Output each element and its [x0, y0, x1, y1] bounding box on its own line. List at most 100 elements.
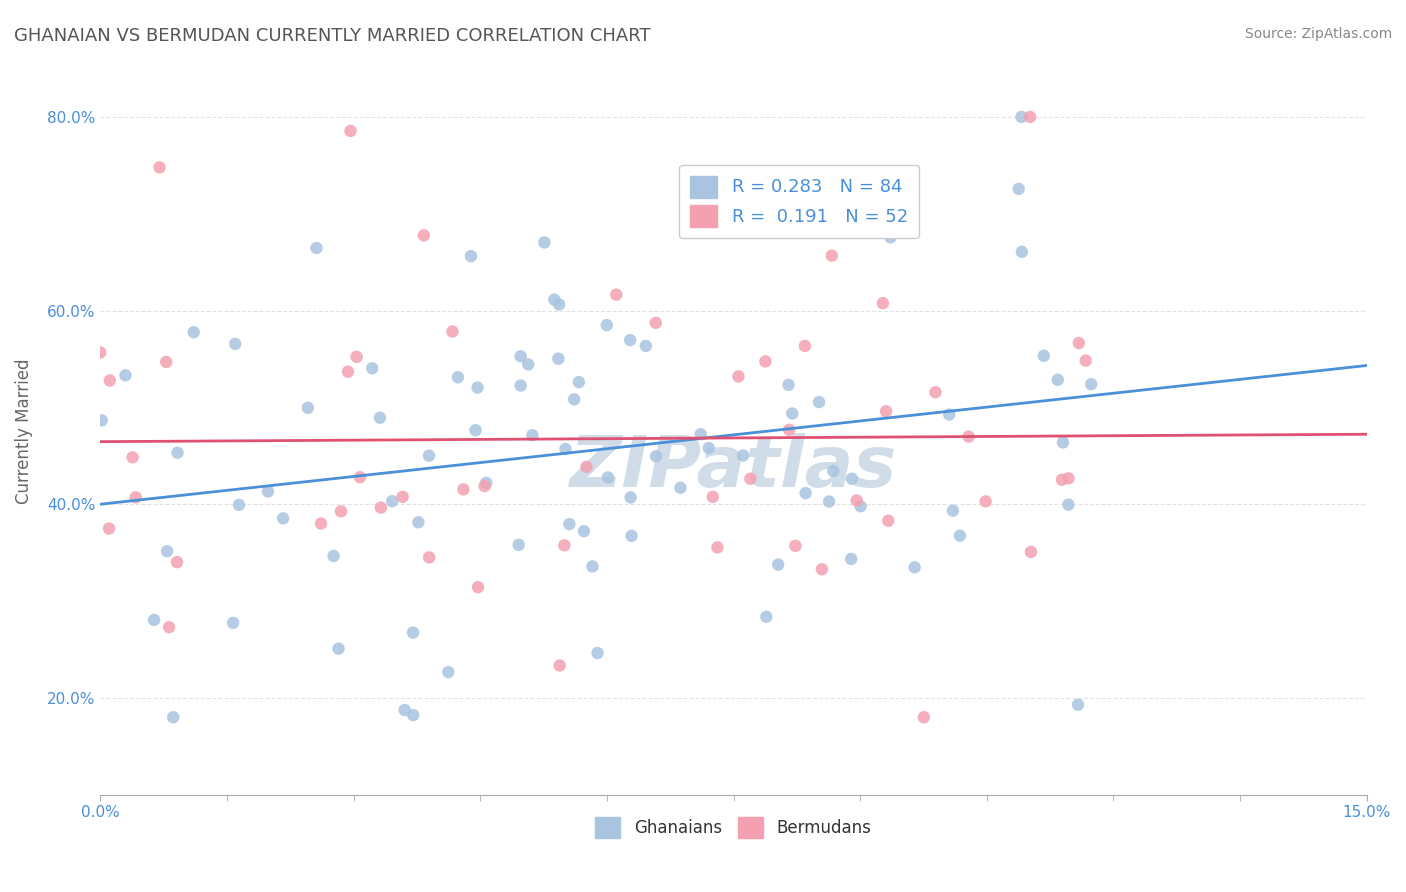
- Point: [1010, 110, 1032, 124]
- Point: [162, 710, 184, 724]
- Point: [877, 514, 900, 528]
- Point: [464, 423, 486, 437]
- Point: [148, 161, 170, 175]
- Point: [543, 293, 565, 307]
- Point: [1074, 353, 1097, 368]
- Point: [957, 429, 980, 443]
- Point: [509, 349, 531, 363]
- Point: [447, 370, 470, 384]
- Point: [924, 385, 946, 400]
- Point: [793, 339, 815, 353]
- Point: [581, 559, 603, 574]
- Point: [412, 228, 434, 243]
- Point: [98, 522, 121, 536]
- Point: [821, 249, 844, 263]
- Point: [849, 500, 872, 514]
- Point: [297, 401, 319, 415]
- Point: [166, 555, 188, 569]
- Point: [98, 374, 121, 388]
- Point: [408, 516, 430, 530]
- Point: [553, 538, 575, 552]
- Point: [370, 500, 392, 515]
- Point: [257, 484, 280, 499]
- Point: [228, 498, 250, 512]
- Point: [1019, 545, 1042, 559]
- Point: [271, 511, 294, 525]
- Point: [755, 609, 778, 624]
- Point: [841, 472, 863, 486]
- Point: [509, 378, 531, 392]
- Point: [942, 504, 965, 518]
- Point: [1057, 471, 1080, 485]
- Point: [1046, 373, 1069, 387]
- Point: [157, 620, 180, 634]
- Point: [780, 407, 803, 421]
- Point: [224, 337, 246, 351]
- Point: [441, 325, 464, 339]
- Point: [547, 351, 569, 366]
- Point: [572, 524, 595, 538]
- Point: [689, 427, 711, 442]
- Point: [453, 483, 475, 497]
- Point: [336, 365, 359, 379]
- Point: [868, 192, 890, 206]
- Point: [114, 368, 136, 383]
- Point: [391, 490, 413, 504]
- Point: [872, 296, 894, 310]
- Point: [938, 408, 960, 422]
- Point: [554, 442, 576, 456]
- Point: [634, 339, 657, 353]
- Point: [1067, 336, 1090, 351]
- Point: [517, 358, 540, 372]
- Point: [596, 318, 619, 333]
- Point: [818, 494, 841, 508]
- Point: [706, 541, 728, 555]
- Point: [823, 464, 845, 478]
- Point: [1057, 498, 1080, 512]
- Point: [811, 562, 834, 576]
- Point: [766, 558, 789, 572]
- Point: [394, 703, 416, 717]
- Point: [402, 708, 425, 723]
- Point: [125, 491, 148, 505]
- Point: [740, 472, 762, 486]
- Point: [785, 539, 807, 553]
- Point: [90, 413, 112, 427]
- Point: [437, 665, 460, 680]
- Point: [974, 494, 997, 508]
- Point: [533, 235, 555, 250]
- Point: [143, 613, 166, 627]
- Point: [620, 491, 643, 505]
- Point: [467, 381, 489, 395]
- Point: [361, 361, 384, 376]
- Text: Source: ZipAtlas.com: Source: ZipAtlas.com: [1244, 27, 1392, 41]
- Point: [912, 710, 935, 724]
- Point: [183, 325, 205, 339]
- Point: [548, 658, 571, 673]
- Point: [778, 423, 800, 437]
- Point: [562, 392, 585, 407]
- Y-axis label: Currently Married: Currently Married: [15, 359, 32, 504]
- Point: [839, 552, 862, 566]
- Point: [339, 124, 361, 138]
- Point: [949, 529, 972, 543]
- Point: [845, 493, 868, 508]
- Point: [697, 441, 720, 455]
- Point: [731, 449, 754, 463]
- Point: [596, 470, 619, 484]
- Point: [381, 494, 404, 508]
- Point: [522, 428, 544, 442]
- Point: [879, 230, 901, 244]
- Point: [558, 517, 581, 532]
- Point: [669, 481, 692, 495]
- Point: [155, 355, 177, 369]
- Point: [1067, 698, 1090, 712]
- Point: [346, 350, 368, 364]
- Point: [418, 550, 440, 565]
- Point: [727, 369, 749, 384]
- Point: [794, 486, 817, 500]
- Point: [402, 625, 425, 640]
- Point: [349, 470, 371, 484]
- Point: [645, 450, 668, 464]
- Point: [1032, 349, 1054, 363]
